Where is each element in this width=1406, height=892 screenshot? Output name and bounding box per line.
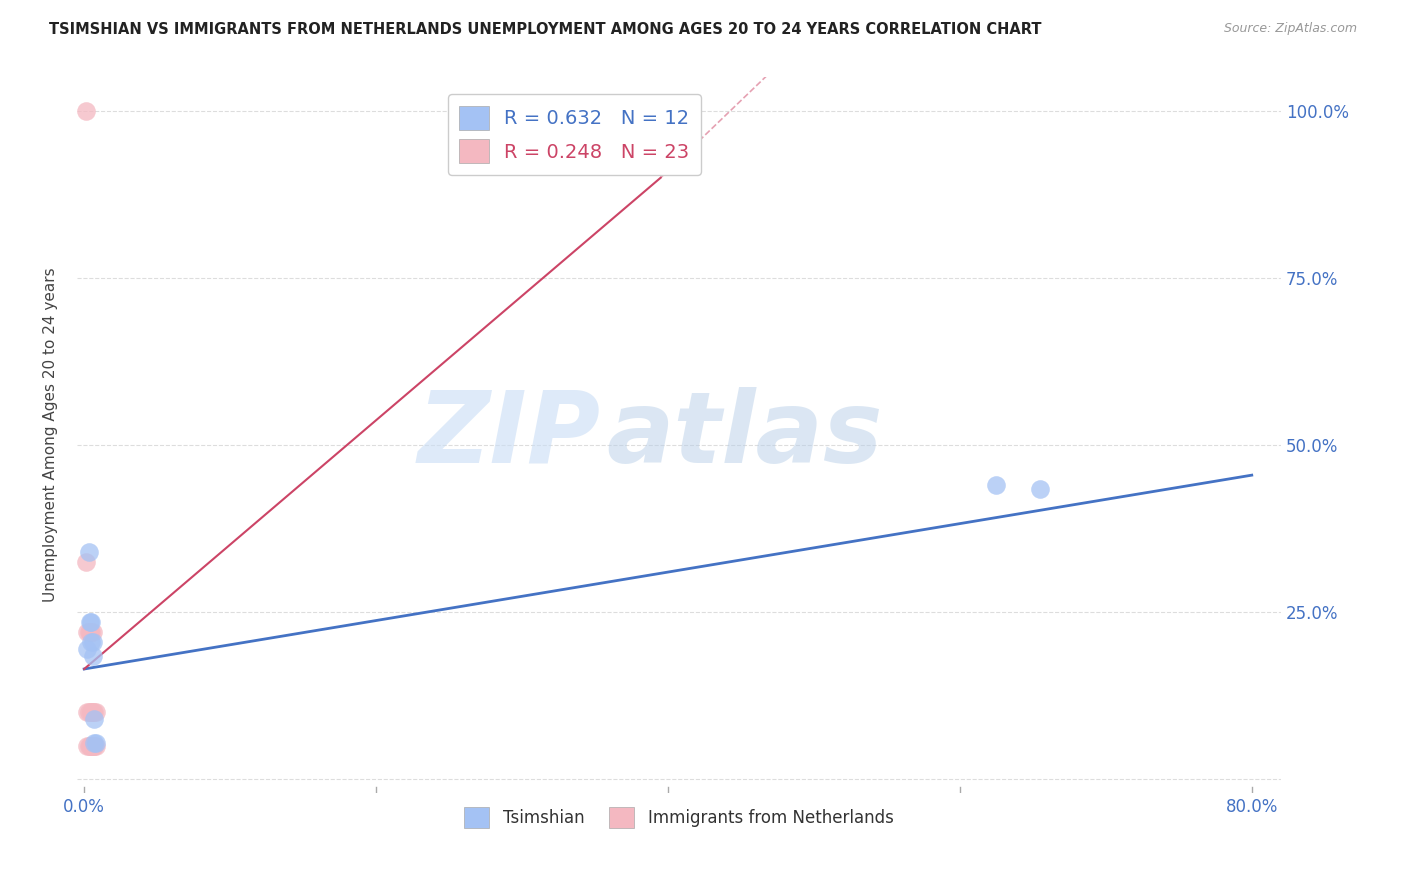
Point bbox=[80, 739, 103, 753]
Point bbox=[80, 739, 103, 753]
Point bbox=[80, 706, 103, 720]
Point bbox=[83, 739, 105, 753]
Point bbox=[77, 545, 100, 559]
Point bbox=[80, 625, 103, 640]
Point bbox=[986, 478, 1008, 492]
Point bbox=[82, 648, 104, 663]
Point bbox=[83, 739, 105, 753]
Point bbox=[79, 625, 101, 640]
Point bbox=[76, 625, 98, 640]
Text: Source: ZipAtlas.com: Source: ZipAtlas.com bbox=[1223, 22, 1357, 36]
Point bbox=[82, 739, 104, 753]
Point bbox=[76, 739, 98, 753]
Point bbox=[76, 642, 98, 657]
Y-axis label: Unemployment Among Ages 20 to 24 years: Unemployment Among Ages 20 to 24 years bbox=[44, 268, 58, 602]
Point bbox=[84, 706, 107, 720]
Point bbox=[82, 635, 104, 649]
Point bbox=[83, 735, 105, 749]
Point bbox=[76, 706, 98, 720]
Point bbox=[80, 615, 103, 630]
Point bbox=[79, 739, 101, 753]
Point bbox=[83, 712, 105, 726]
Point bbox=[84, 735, 107, 749]
Text: atlas: atlas bbox=[606, 386, 883, 483]
Point bbox=[80, 706, 103, 720]
Point bbox=[82, 706, 104, 720]
Point bbox=[83, 706, 105, 720]
Point bbox=[77, 739, 100, 753]
Point bbox=[77, 625, 100, 640]
Point bbox=[1029, 482, 1052, 496]
Point bbox=[75, 555, 97, 569]
Legend: Tsimshian, Immigrants from Netherlands: Tsimshian, Immigrants from Netherlands bbox=[458, 801, 900, 834]
Point bbox=[80, 635, 103, 649]
Text: ZIP: ZIP bbox=[418, 386, 600, 483]
Point bbox=[84, 739, 107, 753]
Point bbox=[77, 706, 100, 720]
Point bbox=[82, 625, 104, 640]
Text: TSIMSHIAN VS IMMIGRANTS FROM NETHERLANDS UNEMPLOYMENT AMONG AGES 20 TO 24 YEARS : TSIMSHIAN VS IMMIGRANTS FROM NETHERLANDS… bbox=[49, 22, 1042, 37]
Point bbox=[79, 615, 101, 630]
Point bbox=[75, 103, 97, 118]
